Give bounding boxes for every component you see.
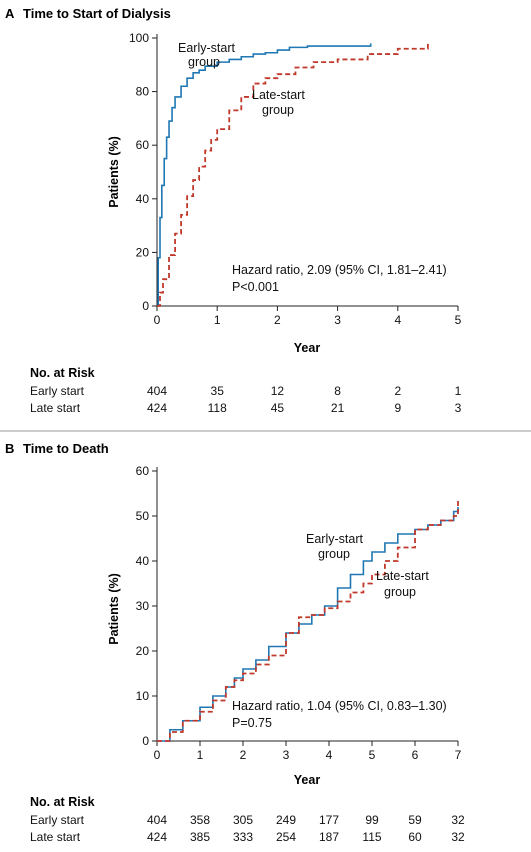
panel-b-risk-late-value: 385 (190, 830, 210, 844)
panel-a-risk-late-value: 424 (147, 401, 167, 415)
panel-a-risk-late-label: Late start (30, 401, 81, 415)
panel-a-hazard-ratio: Hazard ratio, 2.09 (95% CI, 1.81–2.41) (232, 263, 447, 277)
panel-b-y-tick-label: 0 (142, 734, 149, 748)
panel-b-y-tick-label: 30 (136, 599, 150, 613)
panel-a-y-tick-label: 20 (136, 245, 150, 259)
panel-b-y-tick-label: 10 (136, 689, 150, 703)
panel-a-y-tick-label: 0 (142, 299, 149, 313)
panel-b-risk-header: No. at Risk (30, 795, 95, 809)
panel-b-late-label-2: group (384, 585, 416, 599)
panel-b-early-label-1: Early-start (306, 532, 363, 546)
panel-b-risk-late-value: 187 (319, 830, 339, 844)
panel-a-x-tick-label: 5 (455, 313, 462, 327)
panel-b-y-axis-title: Patients (%) (107, 573, 121, 645)
panel-a-y-tick-label: 60 (136, 138, 150, 152)
panel-b-risk-late-value: 60 (408, 830, 422, 844)
panel-b-y-tick-label: 60 (136, 464, 150, 478)
panel-b-plot: 0 10 20 30 40 50 60 0 1 2 3 4 5 6 7 (136, 464, 462, 762)
panel-a-title: Time to Start of Dialysis (23, 6, 171, 21)
panel-b-risk-early-value: 59 (408, 813, 422, 827)
panel-b-x-tick-label: 3 (283, 748, 290, 762)
panel-b-y-tick-label: 20 (136, 644, 150, 658)
panel-b-hazard-ratio: Hazard ratio, 1.04 (95% CI, 0.83–1.30) (232, 699, 447, 713)
panel-a-late-label-2: group (262, 103, 294, 117)
panel-b-early-label-2: group (318, 547, 350, 561)
panel-a-plot: 0 20 40 60 80 100 0 1 2 3 4 5 (129, 31, 462, 327)
panel-a-risk-late-value: 3 (455, 401, 462, 415)
panel-a-p-value: P<0.001 (232, 280, 279, 294)
panel-b-x-tick-label: 5 (369, 748, 376, 762)
panel-a-y-axis-title: Patients (%) (107, 136, 121, 208)
panel-a-x-tick-label: 2 (274, 313, 281, 327)
panel-b-risk-late-value: 32 (451, 830, 465, 844)
panel-a-risk-early-value: 1 (455, 384, 462, 398)
panel-b: B Time to Death 0 10 20 30 40 50 60 0 1 2 3 4 5 6 7 Ye… (5, 441, 465, 844)
panel-a-y-tick-label: 80 (136, 85, 150, 99)
panel-a-risk-late-value: 45 (271, 401, 285, 415)
panel-a-risk-early-value: 12 (271, 384, 285, 398)
panel-b-y-tick-label: 50 (136, 509, 150, 523)
panel-b-risk-late-value: 115 (362, 830, 381, 844)
panel-b-late-label-1: Late-start (376, 569, 429, 583)
panel-b-risk-early-value: 404 (147, 813, 167, 827)
panel-b-risk-early-value: 99 (365, 813, 379, 827)
panel-a-x-tick-label: 3 (334, 313, 341, 327)
panel-a-risk-late-value: 118 (208, 401, 227, 415)
panel-b-x-tick-label: 2 (240, 748, 247, 762)
panel-a-late-label-1: Late-start (252, 88, 305, 102)
panel-a-early-label-1: Early-start (178, 41, 235, 55)
panel-b-risk-early-label: Early start (30, 813, 85, 827)
panel-a-risk-early-value: 404 (147, 384, 167, 398)
panel-b-risk-late-label: Late start (30, 830, 81, 844)
panel-b-risk-early-value: 249 (276, 813, 296, 827)
panel-b-late-start-line (157, 498, 459, 742)
panel-b-x-axis-title: Year (294, 773, 321, 787)
panel-a-early-start-line (157, 43, 372, 307)
panel-b-risk-late-value: 254 (276, 830, 296, 844)
panel-a-risk-late-value: 21 (331, 401, 345, 415)
panel-b-y-tick-label: 40 (136, 554, 150, 568)
panel-a-risk-header: No. at Risk (30, 366, 95, 380)
panel-b-risk-early-value: 32 (451, 813, 465, 827)
panel-a-late-start-line (157, 43, 429, 307)
panel-b-letter: B (5, 441, 14, 456)
panel-a-x-tick-label: 0 (154, 313, 161, 327)
panel-a-risk-early-value: 35 (211, 384, 225, 398)
panel-b-title: Time to Death (23, 441, 109, 456)
panel-a-early-label-2: group (188, 55, 220, 69)
panel-b-risk-late-value: 424 (147, 830, 167, 844)
panel-a-risk-early-value: 8 (334, 384, 341, 398)
panel-a-y-tick-label: 100 (129, 31, 149, 45)
panel-b-x-tick-label: 1 (197, 748, 204, 762)
panel-a-x-axis-title: Year (294, 341, 321, 355)
panel-a-x-tick-label: 1 (214, 313, 221, 327)
panel-a-risk-early-value: 2 (394, 384, 401, 398)
panel-b-x-tick-label: 6 (412, 748, 419, 762)
panel-b-risk-early-value: 358 (190, 813, 210, 827)
panel-a: A Time to Start of Dialysis 020406080100… (5, 6, 462, 415)
panel-b-x-tick-label: 4 (326, 748, 333, 762)
panel-b-x-tick-label: 7 (455, 748, 462, 762)
panel-a-risk-early-label: Early start (30, 384, 85, 398)
panel-b-risk-late-value: 333 (233, 830, 253, 844)
panel-b-risk-early-value: 177 (319, 813, 339, 827)
panel-a-risk-late-value: 9 (394, 401, 401, 415)
panel-a-y-tick-label: 40 (136, 192, 150, 206)
panel-b-risk-values: 404 358 305 249 177 99 59 32 424 385 333 254 187 115 6… (147, 813, 465, 844)
panel-b-risk-early-value: 305 (233, 813, 253, 827)
panel-b-x-tick-label: 0 (154, 748, 161, 762)
panel-a-letter: A (5, 6, 15, 21)
panel-a-x-tick-label: 4 (394, 313, 401, 327)
panel-b-p-value: P=0.75 (232, 716, 272, 730)
